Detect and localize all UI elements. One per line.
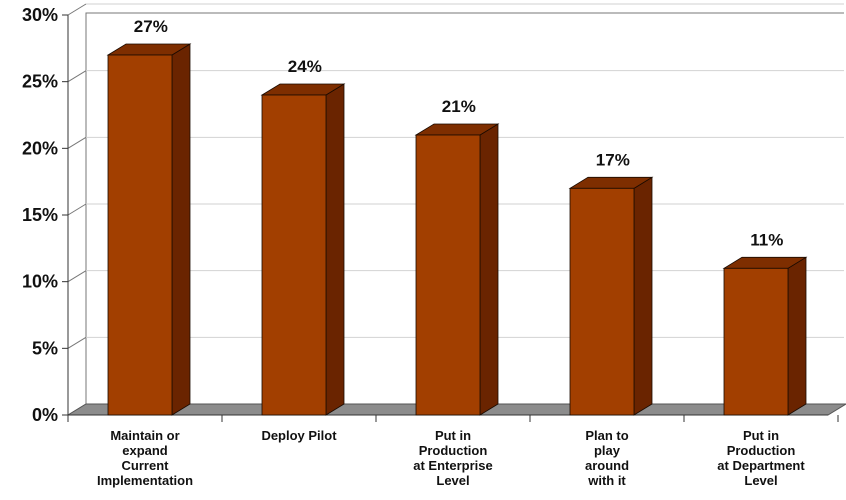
x-category-label-line: Deploy Pilot <box>261 428 337 443</box>
bar-side <box>171 43 191 416</box>
x-category-label-line: Level <box>744 473 777 488</box>
x-category-label: Deploy Pilot <box>261 428 337 443</box>
side-wall-line <box>67 136 87 149</box>
x-category-label-line: Production <box>419 443 488 458</box>
bar <box>415 134 481 416</box>
x-category-label-line: Production <box>727 443 796 458</box>
x-category-label-line: Put in <box>435 428 471 443</box>
x-category-label-line: around <box>585 458 629 473</box>
bar-side <box>325 83 345 416</box>
bar-side <box>479 123 499 416</box>
bar <box>261 94 327 416</box>
x-category-label-line: Current <box>122 458 170 473</box>
x-category-label-line: Put in <box>743 428 779 443</box>
side-wall-line <box>67 203 87 216</box>
bar <box>569 187 635 416</box>
data-label: 27% <box>134 17 168 36</box>
y-tick-label: 20% <box>22 138 58 158</box>
x-category-label-line: with it <box>587 473 626 488</box>
bar <box>723 267 789 416</box>
x-category-label-line: Level <box>436 473 469 488</box>
x-category-label-line: at Department <box>717 458 805 473</box>
x-category-label-line: at Enterprise <box>413 458 492 473</box>
y-tick-label: 0% <box>32 405 58 425</box>
side-wall-line <box>67 70 87 83</box>
x-category-label: Plan to play around with it <box>585 428 629 488</box>
y-tick-label: 10% <box>22 272 58 292</box>
back-wall-frame <box>85 12 844 404</box>
y-tick-label: 25% <box>22 72 58 92</box>
y-tick-label: 5% <box>32 338 58 358</box>
x-category-label-line: expand <box>122 443 168 458</box>
x-category-label-line: Maintain or <box>110 428 179 443</box>
x-category-label: Put in Production at Department Level <box>717 428 805 488</box>
side-wall-line <box>67 3 87 16</box>
data-label: 21% <box>442 97 476 116</box>
x-category-label-line: Implementation <box>97 473 193 488</box>
x-category-label-line: play <box>594 443 621 458</box>
data-label: 11% <box>750 230 783 249</box>
x-category-label: Maintain or expand Current Implementation <box>97 428 193 488</box>
data-label: 24% <box>288 57 322 76</box>
y-tick-label: 15% <box>22 205 58 225</box>
bar-side <box>633 176 653 416</box>
side-wall-line <box>67 270 87 283</box>
bar-side <box>787 256 807 416</box>
y-tick-label: 30% <box>22 5 58 25</box>
side-wall-line <box>67 336 87 349</box>
x-category-label: Put in Production at Enterprise Level <box>413 428 492 488</box>
data-label: 17% <box>596 150 630 169</box>
x-category-label-line: Plan to <box>585 428 628 443</box>
bar <box>107 54 173 416</box>
